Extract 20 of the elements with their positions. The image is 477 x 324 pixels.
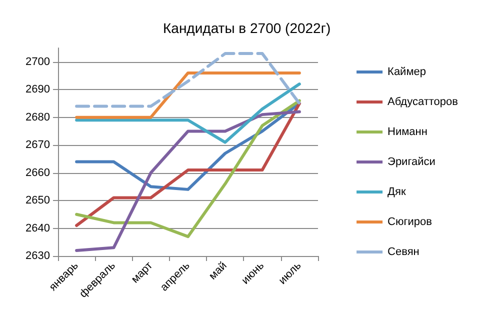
legend-label: Дяк [388,186,406,198]
y-tick-label: 2690 [26,84,50,96]
line-series [75,82,301,144]
y-tick-label: 2680 [26,111,50,124]
legend-label: Каймер [388,66,426,78]
y-tick-label: 2660 [26,166,50,179]
legend-label: Сюгиров [388,216,432,228]
legend-label: Абдусатторов [388,96,458,108]
line-series [75,52,301,108]
x-tick-label: май [206,260,230,282]
line-series [75,110,301,252]
legend-label: Ниманн [388,126,428,138]
y-tick-label: 2630 [26,250,50,262]
y-tick-label: 2640 [26,222,50,234]
legend-label: Эригайси [388,156,436,168]
chart-title: Кандидаты в 2700 (2022г) [163,20,331,36]
legend-label: Севян [388,246,420,258]
y-tick-label: 2650 [26,194,50,207]
y-tick-label: 2670 [26,139,50,152]
y-tick-label: 2700 [26,56,50,68]
